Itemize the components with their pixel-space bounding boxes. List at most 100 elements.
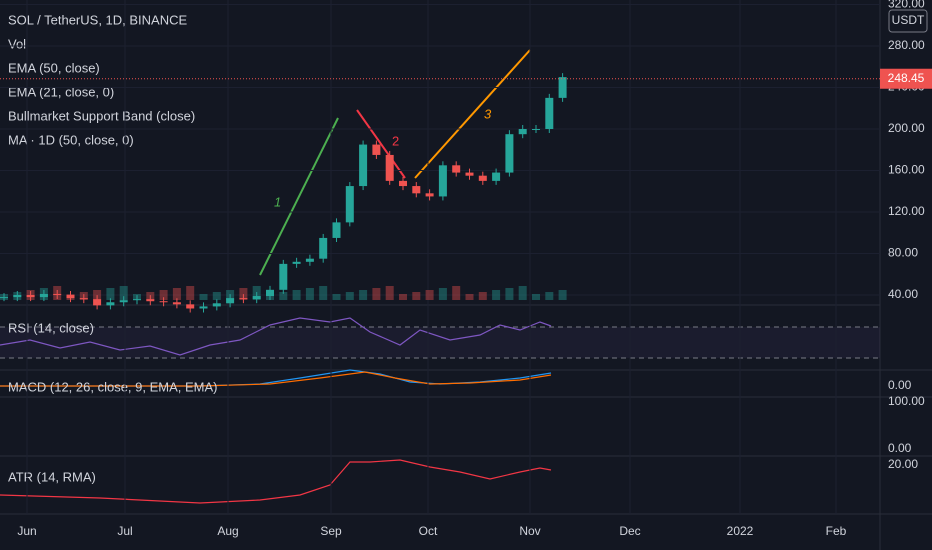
y-tick-label: 40.00 [888, 287, 918, 301]
candle [79, 298, 88, 300]
x-tick-label: Nov [519, 524, 540, 538]
volume-bar [345, 292, 354, 300]
candle [412, 186, 421, 194]
rsi-band [0, 327, 880, 358]
x-tick-label: Aug [217, 524, 238, 538]
axis-label: 0.00 [888, 441, 912, 455]
legend-item: Vol [8, 36, 26, 51]
candle [119, 300, 128, 303]
legend-item: MA · 1D (50, close, 0) [8, 132, 134, 147]
candle [319, 237, 328, 259]
currency[interactable]: USDT [892, 13, 925, 27]
candle [279, 263, 288, 290]
volume-bar [372, 288, 381, 300]
wave-3 [414, 49, 531, 179]
candle [385, 154, 394, 181]
y-tick-label: 280.00 [888, 38, 925, 52]
candle [478, 175, 487, 181]
volume-bar [545, 292, 554, 300]
candle [66, 295, 75, 299]
candle [532, 129, 540, 130]
axis-label: 20.00 [888, 457, 918, 471]
x-tick-label: Dec [619, 524, 640, 538]
candle [359, 144, 368, 187]
rsi-line [0, 317, 552, 356]
candle [239, 298, 248, 300]
volume-bar [492, 290, 501, 300]
candle [305, 258, 314, 262]
candle [492, 172, 501, 181]
x-tick-label: Jul [117, 524, 132, 538]
volume-bar [172, 288, 181, 300]
volume-bar [505, 288, 514, 300]
x-tick-label: Sep [320, 524, 342, 538]
legend-item: EMA (50, close) [8, 60, 100, 75]
y-tick-label: 320.00 [888, 0, 925, 11]
volume-bar [279, 292, 288, 300]
volume-bar [292, 290, 301, 300]
currency-button[interactable] [888, 9, 928, 33]
annotation: 3 [484, 106, 492, 121]
volume-bar [412, 292, 421, 300]
candle [558, 77, 567, 98]
candle [39, 293, 48, 298]
price-tag-label: 248.45 [888, 71, 925, 85]
x-tick-label: Feb [826, 524, 847, 538]
candle [13, 295, 22, 298]
volume-bar [93, 290, 102, 300]
volume-bar [452, 286, 461, 300]
candle [172, 302, 181, 305]
candle [212, 303, 221, 307]
indicator-label: MACD (12, 26, close, 9, EMA, EMA) [8, 379, 218, 394]
volume-bar [518, 286, 527, 300]
annotation: 2 [392, 133, 399, 148]
candle [505, 134, 514, 173]
x-tick-label: Jun [17, 524, 36, 538]
x-tick-label: 2022 [727, 524, 754, 538]
signal-line [0, 371, 552, 387]
candle [252, 296, 261, 300]
x-tick-label: Oct [419, 524, 438, 538]
volume-bar [119, 286, 128, 300]
axis-label: 100.00 [888, 394, 925, 408]
candle [372, 144, 381, 155]
volume-bar [332, 294, 341, 300]
volume-bar [478, 292, 487, 300]
volume-bar [305, 288, 314, 300]
axis-label: 0.00 [888, 378, 912, 392]
candle [518, 129, 527, 135]
annotation: 1 [274, 194, 281, 209]
indicator-label: RSI (14, close) [8, 320, 94, 335]
volume-bar [199, 294, 208, 300]
volume-bar [465, 294, 474, 300]
volume-bar [385, 286, 394, 300]
y-tick-label: 160.00 [888, 163, 925, 177]
candle [292, 261, 301, 264]
chart-title: SOL / TetherUS, 1D, BINANCE [8, 12, 188, 27]
candle [345, 186, 354, 223]
candle [438, 165, 447, 197]
volume-bar [532, 294, 540, 300]
y-tick-label: 120.00 [888, 204, 925, 218]
y-tick-label: 80.00 [888, 246, 918, 260]
candle [332, 222, 341, 238]
candle [93, 299, 102, 306]
volume-bar [319, 286, 328, 300]
volume-bar [359, 290, 368, 300]
volume-bar [159, 290, 168, 300]
candle [186, 304, 195, 309]
candle [425, 193, 434, 197]
candle [106, 302, 115, 306]
candle [199, 306, 208, 309]
candle [26, 295, 35, 298]
candle [399, 180, 407, 187]
volume-bar [186, 286, 195, 300]
candle [0, 297, 8, 299]
candle [53, 293, 62, 295]
volume-bar [212, 292, 221, 300]
volume-bar [239, 288, 248, 300]
candle [465, 172, 474, 176]
legend-item: Bullmarket Support Band (close) [8, 108, 195, 123]
